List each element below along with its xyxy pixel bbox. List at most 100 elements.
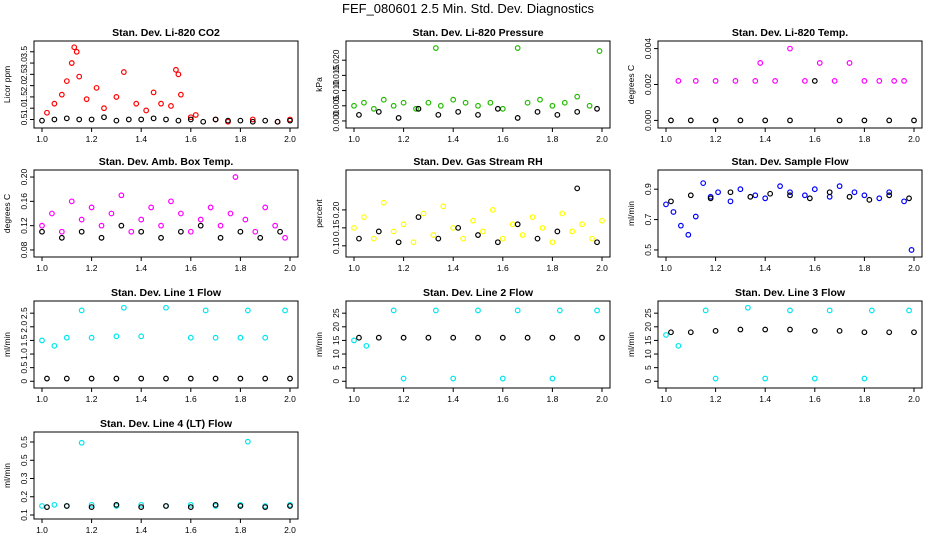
data-point: [668, 117, 674, 124]
data-point: [274, 118, 281, 125]
data-point: [375, 228, 382, 235]
data-point: [173, 66, 179, 73]
data-point: [677, 222, 684, 229]
y-tick-label: 0.08: [19, 241, 29, 258]
x-tick-label: 1.2: [710, 394, 722, 404]
panel-rh: Stan. Dev. Gas Stream RH percent 1.0 1.2 1.4…: [314, 156, 611, 273]
data-point: [450, 96, 457, 103]
data-point: [143, 107, 150, 114]
data-point: [732, 78, 739, 84]
data-point: [207, 204, 214, 211]
y-tick-label: 0.15: [331, 219, 341, 236]
data-point: [866, 196, 873, 203]
data-point: [128, 228, 135, 235]
data-point: [826, 307, 833, 314]
y-tick-label: 2.5: [19, 68, 29, 80]
data-point: [787, 326, 793, 333]
plot-frame: [657, 169, 923, 258]
y-tick-label: 10: [331, 349, 341, 359]
data-point: [514, 45, 521, 51]
data-point: [158, 100, 164, 107]
data-point: [163, 116, 169, 123]
data-point: [415, 214, 422, 220]
data-point: [158, 222, 164, 229]
data-point: [549, 334, 556, 341]
data-point: [594, 307, 600, 314]
data-point: [589, 235, 595, 242]
data-point: [225, 117, 231, 124]
data-point: [237, 334, 244, 341]
data-point: [187, 228, 194, 235]
y-tick-label: 0.005: [331, 95, 341, 117]
x-tick-label: 2.0: [908, 134, 920, 144]
data-point: [737, 117, 744, 124]
data-point: [475, 307, 481, 314]
data-point: [499, 105, 506, 112]
data-point: [63, 115, 70, 122]
data-point: [262, 375, 269, 382]
y-axis-label: degrees C: [2, 194, 12, 233]
data-point: [836, 327, 843, 334]
data-point: [197, 216, 204, 223]
y-tick-label: 0: [331, 379, 341, 384]
x-tick-label: 1.0: [348, 134, 360, 144]
x-tick-label: 2.0: [596, 134, 608, 144]
panel-title: Stan. Dev. Line 2 Flow: [423, 287, 534, 299]
data-point: [138, 504, 145, 511]
data-point: [437, 102, 444, 109]
x-tick-label: 1.4: [447, 394, 459, 404]
y-tick-label: 0.7: [643, 213, 653, 225]
y-tick-label: 3.0: [19, 57, 29, 69]
y-axis-label: ml/min: [314, 332, 324, 357]
data-point: [574, 185, 581, 192]
panel-sampleflow: Stan. Dev. Sample Flow ml/min 1.0 1.2 1.4 1.6…: [626, 156, 923, 273]
data-point: [772, 78, 779, 84]
x-tick-label: 1.6: [497, 263, 509, 273]
y-tick-label: 2.5: [19, 307, 29, 319]
panel-pressure: Stan. Dev. Li-820 Pressure kPa 1.0 1.2 1.4 1.…: [314, 27, 611, 144]
data-point: [68, 198, 75, 205]
data-point: [380, 199, 387, 206]
data-point: [413, 105, 419, 112]
data-point: [227, 210, 234, 217]
data-point: [113, 117, 120, 124]
y-axis-label: ml/min: [626, 201, 636, 226]
plot-frame: [33, 169, 299, 258]
data-point: [534, 108, 541, 115]
y-tick-label: 0.5: [19, 436, 29, 448]
data-point: [494, 105, 501, 112]
data-point: [700, 180, 707, 187]
data-point: [514, 115, 521, 121]
y-tick-label: 5: [331, 365, 341, 370]
data-point: [356, 334, 362, 341]
y-tick-label: 0: [643, 379, 653, 384]
data-point: [579, 221, 586, 228]
y-tick-label: 15: [331, 335, 341, 345]
data-point: [237, 228, 244, 235]
x-tick-label: 1.2: [710, 263, 722, 273]
y-tick-label: 0.5: [19, 454, 29, 466]
data-point: [202, 307, 209, 314]
data-point: [101, 105, 107, 112]
x-tick-label: 1.8: [546, 394, 558, 404]
data-point: [549, 239, 556, 246]
data-point: [400, 99, 407, 106]
panel-temp: Stan. Dev. Li-820 Temp. degrees C 1.0 1.2 1.…: [626, 27, 923, 144]
data-point: [499, 375, 506, 382]
data-point: [177, 91, 184, 98]
data-point: [868, 307, 875, 314]
y-tick-label: 15: [643, 335, 653, 345]
data-point: [816, 60, 823, 66]
data-point: [663, 201, 669, 208]
data-point: [455, 224, 462, 231]
data-point: [287, 503, 293, 509]
x-tick-label: 1.0: [36, 134, 48, 144]
x-tick-label: 2.0: [908, 394, 920, 404]
data-point: [737, 186, 744, 193]
data-point: [187, 334, 194, 341]
data-point: [212, 334, 219, 341]
data-point: [752, 192, 759, 199]
data-point: [574, 108, 581, 115]
data-point: [237, 117, 244, 124]
data-point: [846, 193, 853, 200]
